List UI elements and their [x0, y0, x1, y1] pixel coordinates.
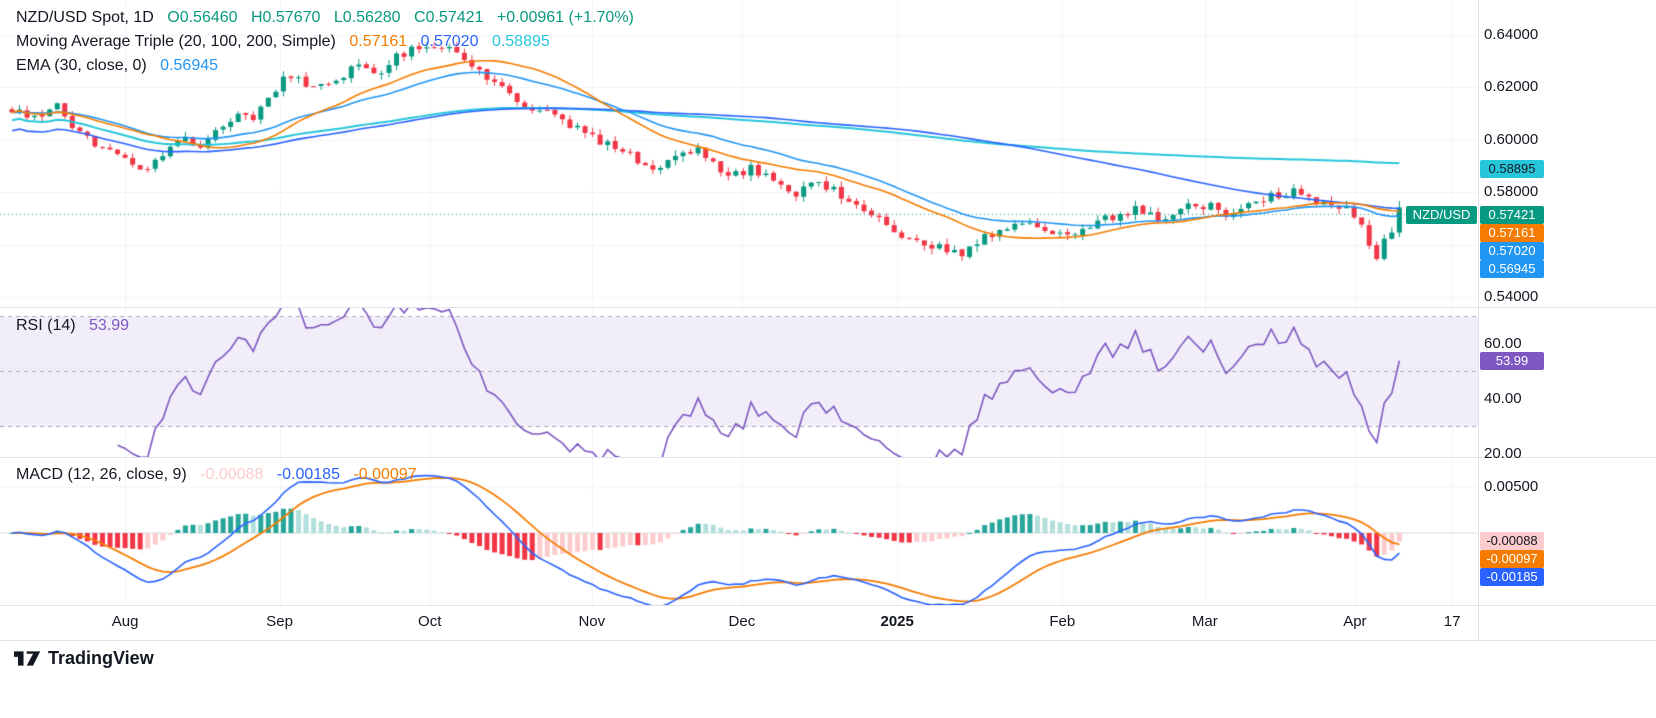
ma-triple-row: Moving Average Triple (20, 100, 200, Sim…: [16, 30, 643, 54]
macd-axis-badge: -0.00185: [1480, 568, 1544, 587]
rsi-value: 53.99: [89, 317, 130, 334]
time-axis-label: Sep: [266, 613, 294, 630]
macd-axis-badge: -0.00097: [1480, 550, 1544, 569]
ema-label[interactable]: EMA (30, close, 0): [16, 57, 147, 74]
macd-label[interactable]: MACD (12, 26, close, 9): [16, 466, 187, 483]
ema-value: 0.56945: [160, 57, 219, 74]
time-axis-label: Aug: [111, 613, 139, 630]
ohlc-change: +0.00961 (+1.70%): [496, 9, 634, 26]
ma20-value: 0.57161: [349, 33, 408, 50]
macd-pane-canvas[interactable]: [0, 457, 1478, 605]
price-axis-badge: 0.57020: [1480, 242, 1544, 261]
ohlc-low: L0.56280: [333, 9, 401, 26]
rsi-pane-canvas[interactable]: [0, 307, 1478, 457]
price-axis-tick: 0.60000: [1484, 130, 1539, 148]
price-pane-canvas[interactable]: [0, 0, 1478, 307]
ma200-value: 0.58895: [491, 33, 550, 50]
symbol-name-badge: NZD/USD: [1406, 206, 1477, 225]
macd-axis-tick: 0.00500: [1484, 478, 1539, 495]
time-axis-label: Dec: [728, 613, 756, 630]
price-scale-border[interactable]: [1478, 0, 1479, 640]
price-axis-tick: 0.54000: [1484, 288, 1539, 305]
pane-divider: [0, 605, 1656, 606]
price-axis-tick: 0.58000: [1484, 183, 1539, 201]
time-axis-label: 17: [1443, 613, 1461, 630]
symbol-ohlc-row: NZD/USD Spot, 1D O0.56460 H0.57670 L0.56…: [16, 6, 643, 30]
macd-axis-badge: -0.00088: [1480, 532, 1544, 551]
macd-row: MACD (12, 26, close, 9) -0.00088 -0.0018…: [16, 463, 426, 487]
rsi-row: RSI (14) 53.99: [16, 314, 138, 338]
tradingview-brand: TradingView: [48, 648, 154, 668]
macd-hist-value: -0.00088: [200, 466, 264, 483]
rsi-axis-tick: 60.00: [1484, 335, 1522, 352]
tradingview-logo-icon: [14, 651, 41, 666]
pane-divider[interactable]: [0, 457, 1656, 458]
price-axis-badge: 0.58895: [1480, 159, 1544, 178]
rsi-axis-badge: 53.99: [1480, 351, 1544, 370]
main-legend[interactable]: NZD/USD Spot, 1D O0.56460 H0.57670 L0.56…: [16, 6, 643, 78]
price-axis-tick: 0.62000: [1484, 78, 1539, 96]
symbol-title[interactable]: NZD/USD Spot, 1D: [16, 9, 154, 26]
price-axis-badge: 0.57421: [1480, 206, 1544, 225]
macd-legend[interactable]: MACD (12, 26, close, 9) -0.00088 -0.0018…: [16, 463, 426, 487]
rsi-axis-tick: 20.00: [1484, 445, 1522, 462]
tradingview-footer[interactable]: TradingView: [14, 648, 154, 669]
price-axis-badge: 0.57161: [1480, 224, 1544, 243]
time-axis-label: Mar: [1191, 613, 1218, 630]
time-axis-label: 2025: [880, 613, 914, 630]
ohlc-high: H0.57670: [251, 9, 321, 26]
ohlc-open: O0.56460: [167, 9, 238, 26]
macd-signal-value: -0.00097: [353, 466, 417, 483]
time-axis-label: Nov: [578, 613, 606, 630]
pane-divider[interactable]: [0, 307, 1656, 308]
ma-triple-label[interactable]: Moving Average Triple (20, 100, 200, Sim…: [16, 33, 336, 50]
toolbar-divider: [0, 640, 1656, 641]
time-axis-label: Feb: [1049, 613, 1076, 630]
rsi-axis-tick: 40.00: [1484, 390, 1522, 407]
time-axis-label: Apr: [1343, 613, 1367, 630]
macd-line-value: -0.00185: [276, 466, 340, 483]
ema-row: EMA (30, close, 0) 0.56945: [16, 54, 643, 78]
rsi-label[interactable]: RSI (14): [16, 317, 76, 334]
price-axis-badge: 0.56945: [1480, 260, 1544, 279]
time-axis-label: Oct: [418, 613, 442, 630]
ohlc-close: C0.57421: [414, 9, 484, 26]
price-axis-tick: 0.64000: [1484, 26, 1539, 43]
rsi-legend[interactable]: RSI (14) 53.99: [16, 314, 138, 338]
ma100-value: 0.57020: [420, 33, 479, 50]
